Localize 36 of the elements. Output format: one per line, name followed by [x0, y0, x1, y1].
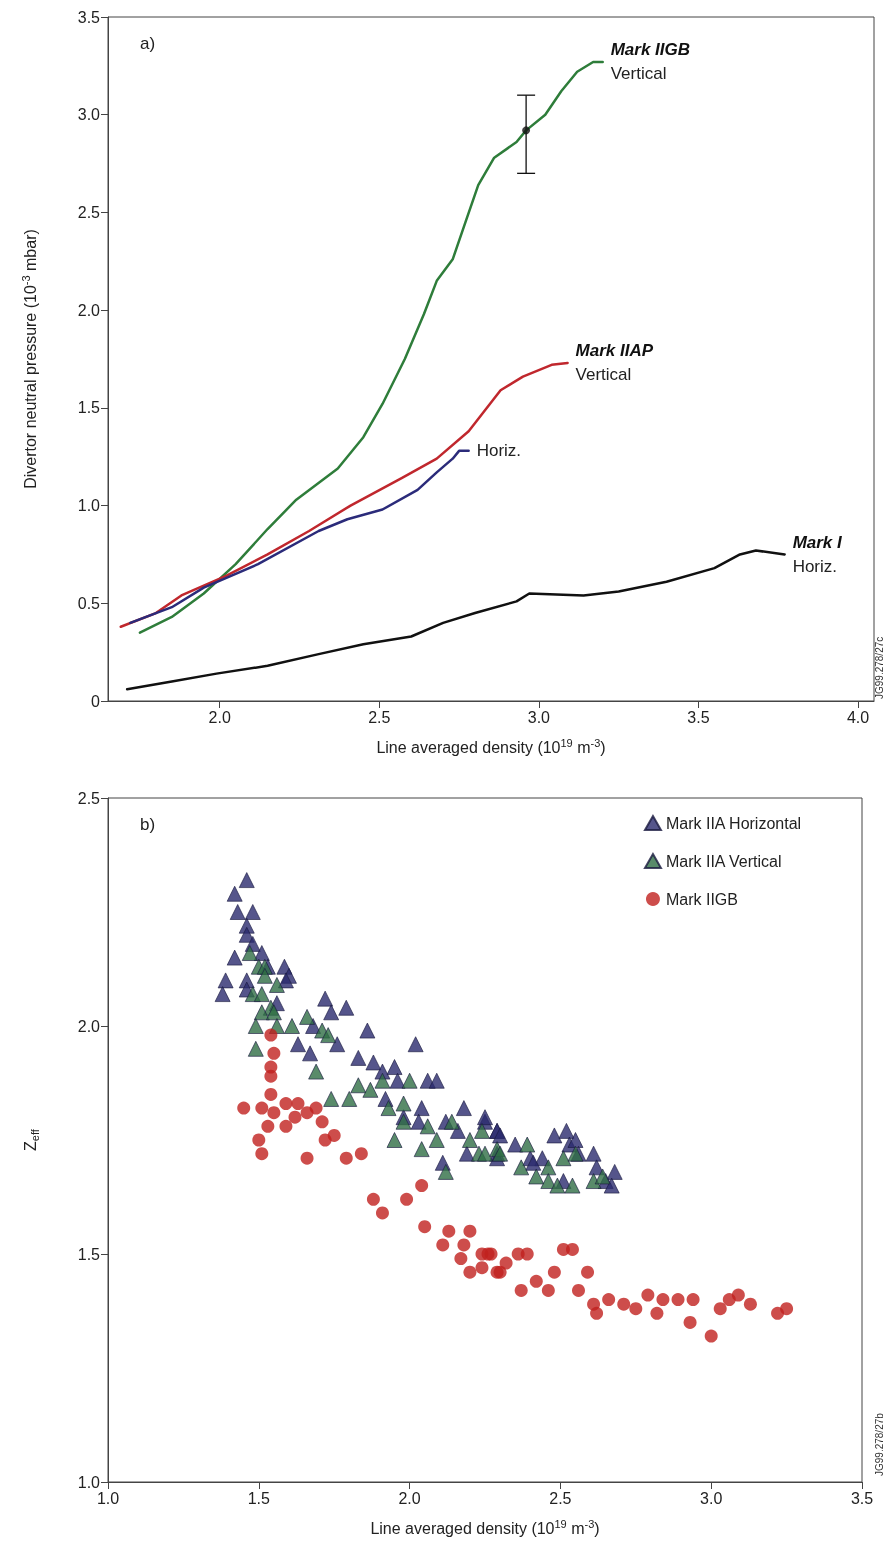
- y-tick-label: 2.0: [77, 301, 101, 319]
- x-tick-label: 3.5: [687, 708, 710, 726]
- y-tick-label: 1.5: [77, 1245, 101, 1263]
- y-tick-label: 2.5: [77, 203, 101, 221]
- y-tick-label: 3.5: [77, 8, 101, 26]
- y-tick-label: 0.5: [77, 594, 101, 612]
- series-label: Horiz.: [476, 441, 522, 461]
- annotation: b): [140, 815, 156, 834]
- x-tick-label: 1.0: [96, 1489, 120, 1507]
- x-tick-label: 3.0: [700, 1489, 723, 1507]
- x-tick-label: 4.0: [846, 708, 870, 726]
- y-tick-label: 3.0: [77, 106, 101, 124]
- y-tick-label: 2.5: [77, 789, 101, 807]
- annotation: a): [140, 34, 156, 53]
- series-label: Mark IIGB Vertical: [610, 40, 691, 84]
- y-tick-label: 1.5: [77, 399, 101, 417]
- y-tick-label: 1.0: [77, 1473, 101, 1491]
- y-tick-label: 0: [91, 692, 101, 710]
- series-label: Mark IIAP Vertical: [575, 341, 654, 385]
- x-tick-label: 3.5: [850, 1489, 874, 1507]
- text: JG99.278/27b: [873, 1412, 885, 1476]
- x-tick-label: 2.0: [208, 708, 231, 726]
- y-axis-title: Divertor neutral pressure (10-3 mbar): [19, 229, 39, 489]
- y-tick-label: 1.0: [77, 497, 101, 515]
- legend-label: Mark IIGB: [665, 890, 738, 908]
- annotation: JG99.278/27c: [873, 636, 885, 699]
- x-tick-label: 2.0: [398, 1489, 421, 1507]
- x-tick-label: 2.5: [549, 1489, 572, 1507]
- y-axis-title: Zeff: [21, 1128, 41, 1151]
- x-tick-label: 1.5: [247, 1489, 271, 1507]
- series-label: Mark I Horiz.: [792, 532, 844, 576]
- x-tick-label: 2.5: [368, 708, 391, 726]
- x-tick-label: 3.0: [527, 708, 551, 726]
- legend-label: Mark IIA Vertical: [665, 852, 782, 870]
- y-tick-label: 2.0: [77, 1017, 101, 1035]
- legend-label: Mark IIA Horizontal: [665, 814, 802, 832]
